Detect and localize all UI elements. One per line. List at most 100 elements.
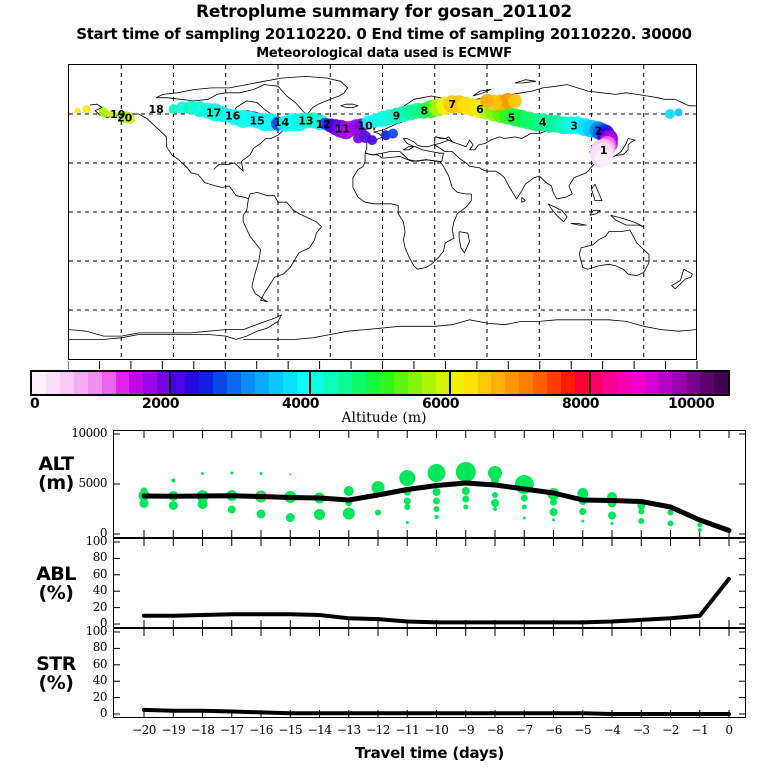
sampling-time-subtitle: Start time of sampling 20110220. 0 End t… bbox=[76, 25, 692, 43]
y-axis-tick-label: 20 bbox=[92, 689, 108, 704]
colorbar-segment bbox=[421, 372, 436, 394]
colorbar-tick-label: 0 bbox=[30, 396, 40, 412]
abl-plot-panel bbox=[113, 538, 746, 628]
colorbar-segment bbox=[352, 372, 367, 394]
colorbar-segment bbox=[212, 372, 227, 394]
svg-text:3: 3 bbox=[570, 119, 578, 132]
y-tick-marks bbox=[114, 631, 745, 715]
svg-text:1: 1 bbox=[600, 144, 608, 157]
svg-text:16: 16 bbox=[225, 110, 241, 123]
abl-mean-line bbox=[142, 576, 731, 625]
svg-text:2: 2 bbox=[595, 124, 603, 137]
y-axis-tick-label: 60 bbox=[92, 656, 108, 671]
y-axis-tick-label: 10000 bbox=[71, 426, 107, 440]
svg-text:18: 18 bbox=[148, 103, 163, 116]
y-axis-tick-label: 60 bbox=[92, 566, 108, 581]
x-axis-tick-label: −18 bbox=[190, 723, 215, 737]
colorbar-segment bbox=[45, 372, 60, 394]
colorbar-segment bbox=[533, 372, 548, 394]
colorbar-segment bbox=[199, 372, 213, 394]
svg-text:11: 11 bbox=[335, 123, 350, 136]
colorbar-segment bbox=[324, 372, 339, 394]
abl-axis-label-line2: (%) bbox=[38, 582, 74, 604]
x-axis-tick-label: −6 bbox=[545, 723, 562, 737]
alt-axis-label: ALT (m) bbox=[10, 455, 102, 493]
x-axis-tick-label: −10 bbox=[424, 723, 449, 737]
abl-axis-label: ABL (%) bbox=[10, 565, 102, 603]
colorbar-segment bbox=[143, 372, 158, 394]
colorbar-tick-label: 2000 bbox=[142, 396, 179, 412]
colorbar-divider bbox=[589, 370, 591, 396]
colorbar-segment bbox=[115, 372, 130, 394]
y-axis-tick-label: 80 bbox=[92, 640, 108, 655]
colorbar-segment bbox=[185, 372, 200, 394]
svg-text:14: 14 bbox=[274, 116, 290, 129]
colorbar-segment bbox=[477, 372, 492, 394]
y-axis-tick-label: 100 bbox=[85, 624, 108, 638]
colorbar-segment bbox=[338, 372, 353, 394]
y-axis-tick-label: 100 bbox=[85, 534, 108, 548]
x-axis-tick-label: −13 bbox=[336, 723, 361, 737]
alt-plot-panel bbox=[113, 430, 746, 538]
x-axis-tick-label: −19 bbox=[161, 723, 186, 737]
y-tick-marks bbox=[114, 541, 745, 625]
colorbar-segment bbox=[463, 372, 478, 394]
x-axis-tick-label: −5 bbox=[574, 723, 592, 737]
svg-text:5: 5 bbox=[508, 111, 516, 124]
str-plot-panel bbox=[113, 628, 746, 718]
x-axis-tick-label: −17 bbox=[219, 723, 244, 737]
colorbar-segment bbox=[574, 372, 589, 394]
x-tick-marks bbox=[143, 539, 730, 627]
str-axis-label: STR (%) bbox=[10, 655, 102, 693]
y-axis-tick-label: 40 bbox=[92, 583, 108, 598]
str-plot-svg bbox=[114, 629, 745, 717]
colorbar-tick-label: 8000 bbox=[562, 396, 599, 412]
x-tick-marks bbox=[143, 629, 730, 717]
colorbar-segment bbox=[519, 372, 534, 394]
x-axis-tick-label: 0 bbox=[725, 723, 733, 737]
svg-text:17: 17 bbox=[206, 106, 221, 119]
svg-text:4: 4 bbox=[539, 116, 547, 129]
x-axis-tick-label: −7 bbox=[515, 723, 533, 737]
svg-text:8: 8 bbox=[420, 105, 428, 118]
y-tick-marks bbox=[114, 433, 745, 535]
str-mean-line bbox=[142, 707, 731, 716]
svg-text:20: 20 bbox=[117, 111, 133, 124]
colorbar-segment bbox=[73, 372, 88, 394]
y-axis-tick-label: 0 bbox=[99, 616, 108, 630]
x-axis-tick-label: −11 bbox=[395, 723, 420, 737]
str-axis-label-line1: STR bbox=[36, 653, 76, 675]
colorbar-segment bbox=[296, 372, 311, 394]
colorbar-segment bbox=[588, 372, 603, 394]
colorbar-tick-label: 4000 bbox=[282, 396, 319, 412]
meteorological-data-note: Meteorological data used is ECMWF bbox=[256, 46, 512, 61]
colorbar-tick-label: 10000 bbox=[668, 396, 715, 412]
svg-text:15: 15 bbox=[249, 115, 264, 128]
colorbar-segment bbox=[561, 372, 575, 394]
y-axis-tick-label: 80 bbox=[92, 550, 108, 565]
colorbar-segment bbox=[226, 372, 241, 394]
svg-text:6: 6 bbox=[476, 103, 484, 116]
colorbar-segment bbox=[380, 372, 394, 394]
colorbar-segment bbox=[407, 372, 422, 394]
colorbar-segment bbox=[602, 372, 617, 394]
colorbar-segment bbox=[310, 372, 325, 394]
y-axis-tick-label: 0 bbox=[99, 526, 108, 540]
x-axis-tick-label: −4 bbox=[603, 723, 621, 737]
svg-text:19: 19 bbox=[110, 108, 125, 121]
alt-axis-label-line2: (m) bbox=[38, 472, 74, 494]
colorbar-segment bbox=[282, 372, 297, 394]
colorbar-divider bbox=[169, 370, 171, 396]
y-axis-tick-label: 0 bbox=[99, 706, 108, 720]
colorbar-segment bbox=[714, 372, 729, 394]
colorbar-segment bbox=[87, 372, 102, 394]
colorbar-tick-label: 6000 bbox=[422, 396, 459, 412]
alt-mean-line bbox=[141, 480, 732, 533]
colorbar-segment bbox=[644, 372, 659, 394]
colorbar-segment bbox=[59, 372, 74, 394]
x-axis-tick-label: −14 bbox=[307, 723, 332, 737]
y-axis-tick-label: 5000 bbox=[78, 476, 107, 490]
colorbar-segment bbox=[268, 372, 283, 394]
